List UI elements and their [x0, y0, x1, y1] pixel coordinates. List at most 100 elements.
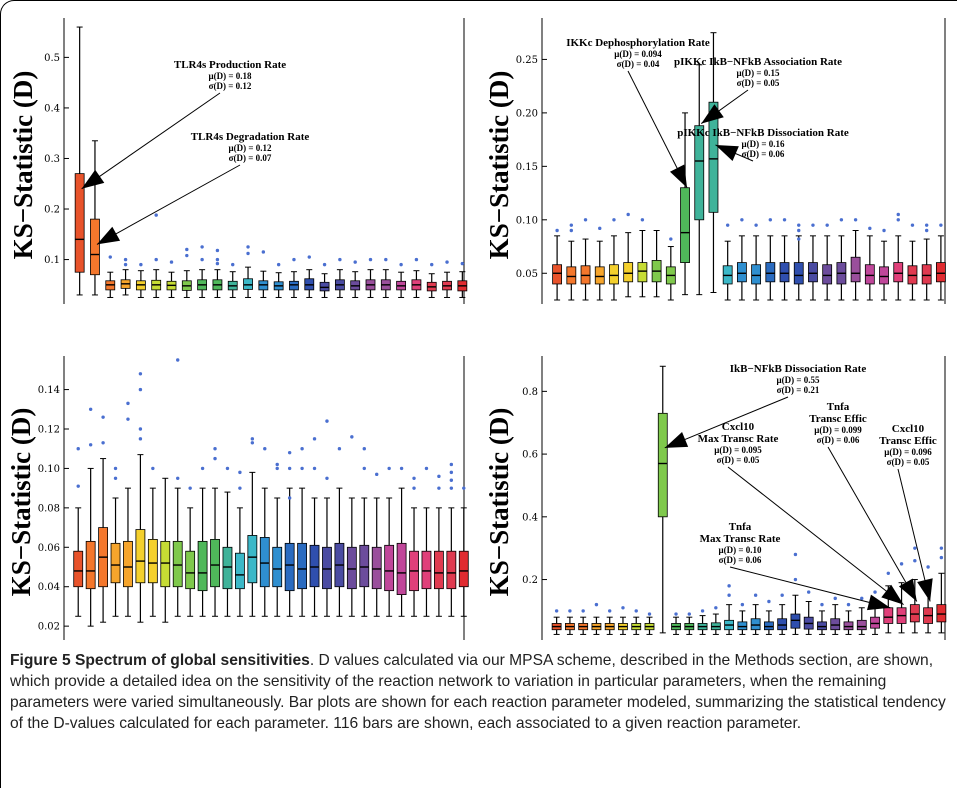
box-plot: [380, 257, 391, 298]
box-body: [172, 540, 183, 588]
box-body: [284, 542, 295, 592]
box-outlier-point: [767, 599, 771, 604]
annotation-subtitle: Max Transc Rate: [698, 433, 779, 445]
box-plot: [935, 223, 946, 301]
box-outlier-point: [640, 218, 645, 222]
box-plot: [671, 612, 681, 635]
y-tick-label: 0.02: [38, 622, 60, 633]
box-outlier-point: [437, 474, 441, 479]
annotation-arrowhead: [867, 594, 891, 611]
annotation-sd: σ(D) = 0.06: [817, 435, 860, 445]
box-plot: [736, 218, 747, 301]
box-outlier-point: [250, 441, 255, 445]
box-outlier-point: [176, 476, 180, 480]
box-body: [936, 604, 947, 623]
chart-panel-tlr4s: 0.1 0.2 0.3 0.4 0.5 KS−Statistic (D) TLR4s Pro…: [8, 18, 468, 304]
y-tick-label: 0.06: [38, 543, 60, 554]
annotation-arrowhead: [917, 578, 933, 602]
box-outlier-point: [138, 387, 143, 392]
box-plot: [830, 596, 841, 635]
box-plot: [135, 372, 146, 623]
box-outlier-point: [445, 260, 449, 264]
box-plot: [856, 596, 867, 635]
box-outlier-point: [939, 555, 944, 560]
y-tick-label: 0.08: [38, 503, 60, 514]
box-outlier-point: [647, 612, 652, 616]
box-plot: [446, 462, 457, 617]
box-plot: [181, 247, 192, 298]
box-outlier-point: [414, 257, 419, 262]
box-body: [85, 540, 96, 590]
box-outlier-point: [238, 486, 242, 490]
box-outlier-point: [727, 584, 731, 588]
box-body: [235, 552, 245, 590]
box-outlier-point: [200, 257, 204, 262]
box-plot: [85, 407, 96, 627]
box-plot: [779, 218, 790, 301]
box-outlier-point: [797, 223, 801, 227]
box-outlier-point: [626, 212, 630, 217]
box-outlier-point: [634, 609, 638, 613]
box-outlier-point: [740, 602, 745, 607]
box-outlier-point: [123, 257, 128, 262]
box-body: [222, 546, 233, 590]
box-body: [359, 544, 370, 588]
y-tick-label: 0.05: [516, 269, 538, 280]
annotation-mean: μ(D) = 0.094: [614, 49, 662, 59]
box-plot: [708, 32, 719, 294]
box-body: [446, 550, 457, 590]
box-outlier-point: [412, 486, 416, 490]
box-body: [893, 262, 904, 283]
box-outlier-point: [322, 262, 327, 267]
box-body: [793, 262, 804, 285]
box-outlier-point: [424, 466, 429, 471]
box-outlier-point: [939, 223, 943, 227]
box-outlier-point: [594, 602, 599, 607]
box-outlier-point: [437, 486, 441, 490]
box-plot: [426, 262, 437, 298]
box-body: [737, 621, 748, 631]
box-plot: [623, 212, 634, 298]
box-plot: [147, 466, 158, 617]
box-outlier-point: [169, 260, 174, 264]
box-outlier-point: [780, 593, 784, 597]
box-outlier-point: [811, 223, 815, 227]
box-body: [751, 264, 762, 285]
annotation-sd: σ(D) = 0.06: [742, 149, 785, 159]
box-outlier-point: [924, 228, 929, 233]
y-tick-label: 0.04: [38, 582, 60, 593]
box-outlier-point: [687, 612, 691, 616]
annotation-arrow-line: [729, 566, 891, 609]
box-outlier-point: [910, 223, 915, 227]
annotation-sd: σ(D) = 0.12: [209, 81, 252, 91]
box-plot: [396, 262, 407, 298]
box-plot: [843, 602, 854, 635]
box-outlier-point: [154, 213, 158, 217]
box-plot: [578, 609, 589, 635]
box-plot: [551, 609, 562, 635]
box-body: [160, 540, 171, 588]
box-outlier-point: [793, 577, 798, 582]
box-plot: [135, 262, 146, 298]
y-axis-label: KS−Statistic (D): [484, 408, 514, 597]
annotation-arrow-line: [96, 164, 241, 245]
box-outlier-point: [88, 443, 93, 447]
box-plot: [644, 612, 655, 635]
box-plot: [604, 609, 615, 635]
box-body: [272, 546, 283, 588]
box-body: [680, 187, 690, 263]
box-outlier-point: [913, 546, 917, 550]
box-outlier-point: [598, 226, 602, 231]
box-outlier-point: [325, 476, 329, 480]
box-outlier-point: [362, 447, 366, 451]
box-outlier-point: [287, 466, 292, 471]
box-outlier-point: [700, 609, 705, 613]
box-body: [289, 280, 299, 291]
box-body: [247, 535, 258, 584]
box-plot: [594, 226, 605, 301]
box-body: [210, 538, 220, 588]
y-tick-label: 0.14: [38, 385, 60, 396]
